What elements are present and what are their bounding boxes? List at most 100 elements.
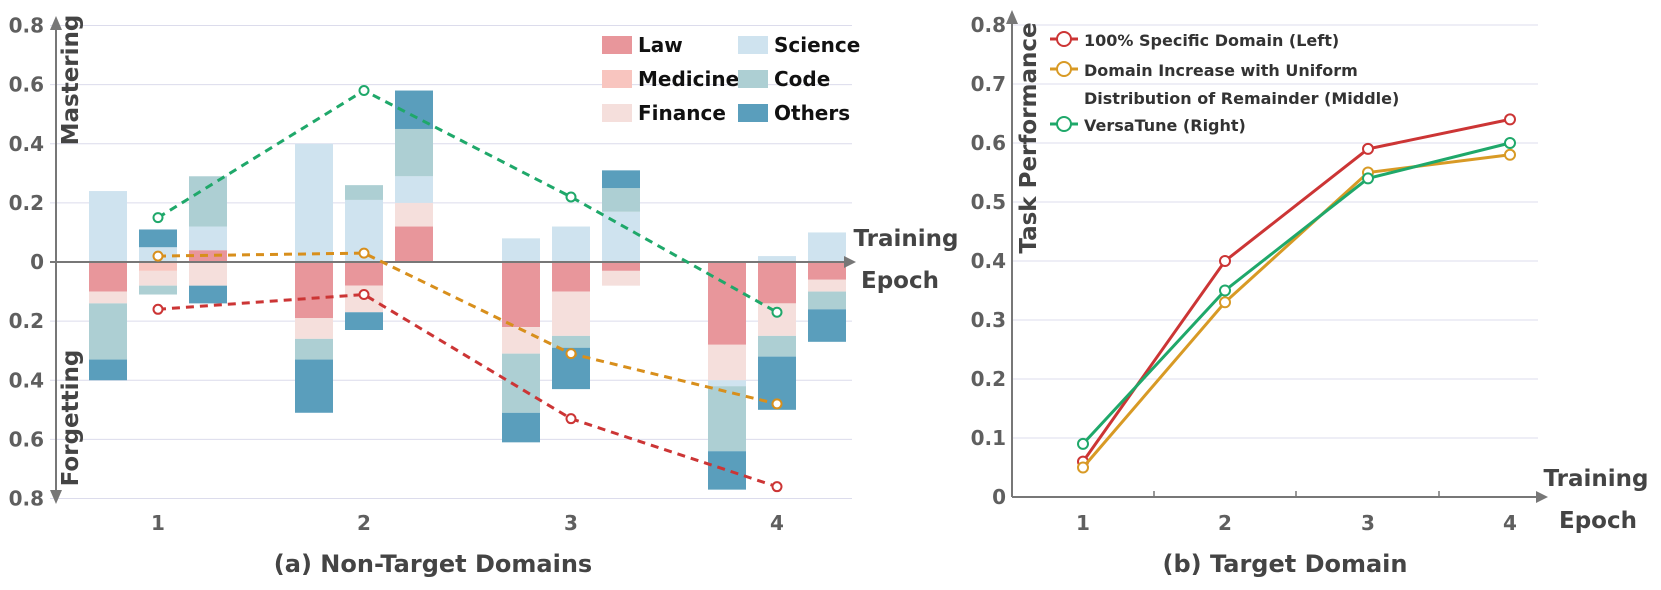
bar-segment-science-epoch-2-right [395,176,433,203]
bar-segment-law-epoch-2-right [395,226,433,262]
bar-segment-finance-epoch-4-left [708,344,746,381]
bar-segment-science-epoch-4-middle [758,256,796,262]
y-label-mastering: Mastering [58,15,84,146]
bar-segment-finance-epoch-3-left [502,327,540,354]
legend-swatch-code [738,70,768,88]
y-tick-label: 0 [992,485,1006,509]
y-tick-label: 0.6 [971,131,1006,155]
legend-label-others: Others [774,101,850,125]
bar-segment-others-epoch-1-right [189,285,227,304]
y-tick-label: 0.6 [9,73,44,97]
bar-segment-code-epoch-3-right [602,188,640,212]
trend-point-uniform-trend-epoch-2 [358,247,370,259]
bar-segment-science-epoch-3-left [502,238,540,262]
y-label-forgetting: Forgetting [58,350,84,487]
bar-segment-finance-epoch-3-middle [552,291,590,336]
series-line-versatune-right [1081,141,1511,445]
bar-segment-others-epoch-4-right [808,309,846,342]
bar-segment-finance-epoch-3-right [602,270,640,286]
bar-segment-law-epoch-4-right [808,262,846,280]
trend-line-forgetting-trend [157,292,778,489]
bar-segment-others-epoch-3-left [502,412,540,443]
y-tick-label: 0.4 [9,368,44,392]
bar-segment-code-epoch-4-left [708,386,746,452]
trend-point-mastering-trend-epoch-2 [358,85,370,97]
x-label-line-2: Epoch [1559,508,1637,534]
bar-segment-science-epoch-4-left [708,380,746,387]
bar-segment-finance-epoch-4-right [808,279,846,292]
series-point-versatune-right-epoch-4 [1504,137,1516,149]
bar-segment-finance-epoch-2-right [395,202,433,227]
y-tick-label: 0.5 [971,190,1006,214]
bar-segment-code-epoch-1-middle [139,285,177,295]
y-axis-arrow [1006,10,1018,24]
legend-marker-100-specific-domain-left [1056,31,1072,47]
chart-target-domain: 0 0.1 0.2 0.3 0.4 0.5 0.6 0.7 0.8 Task Performanc… [971,10,1649,578]
x-tick-label: 4 [770,511,784,535]
y-tick-label: 0.6 [9,427,44,451]
bar-segment-others-epoch-1-left [89,359,127,381]
bar-segment-finance-epoch-1-left [89,291,127,304]
series-point-domain-increase-with-uniform-distribution-of-remainder-middle-epoch-1 [1077,461,1089,474]
legend-label-domain-increase-with-uniform-distribution-of-remainder-middle: Domain Increase with Uniform [1084,61,1358,80]
x-tick-label: 3 [1361,511,1375,535]
y-tick-label: 0.4 [9,132,44,156]
bar-segment-finance-epoch-1-right [189,262,227,286]
bar-segment-science-epoch-3-middle [552,226,590,262]
legend-label-100-specific-domain-left: 100% Specific Domain (Left) [1084,31,1339,50]
series-point-versatune-right-epoch-2 [1219,284,1231,297]
series-point-domain-increase-with-uniform-distribution-of-remainder-middle-epoch-2 [1219,296,1231,309]
legend-swatch-medicine [602,70,632,88]
legend-label-medicine: Medicine [638,67,739,91]
trend-point-uniform-trend-epoch-4 [771,398,783,410]
bar-segment-law-epoch-1-left [89,262,127,292]
legend-label-domain-increase-with-uniform-distribution-of-remainder-middle-line-2: Distribution of Remainder (Middle) [1084,89,1399,108]
y-tick-label: 0.3 [971,308,1006,332]
y-tick-label: 0.2 [971,367,1006,391]
x-label-line-1: Training [853,226,958,252]
legend-swatch-others [738,104,768,122]
bar-segment-science-epoch-3-right [602,211,640,262]
series-point-domain-increase-with-uniform-distribution-of-remainder-middle-epoch-4 [1504,148,1516,161]
trend-line-uniform-trend [157,251,778,406]
bar-segment-science-epoch-2-left [295,143,333,262]
x-tick-label: 2 [1218,511,1232,535]
x-tick-label: 1 [151,511,165,535]
bar-segment-code-epoch-2-left [295,338,333,360]
legend-label-finance: Finance [638,101,726,125]
y-tick-label: 0.2 [9,309,44,333]
bar-segment-law-epoch-4-left [708,262,746,345]
bar-segment-law-epoch-4-middle [758,262,796,304]
bar-segment-science-epoch-1-left [89,191,127,262]
legend-label-code: Code [774,67,830,91]
series-point-100-specific-domain-left-epoch-2 [1219,255,1231,267]
x-label-line-2: Epoch [861,268,939,294]
bar-segment-others-epoch-2-left [295,359,333,413]
trend-point-forgetting-trend-epoch-2 [358,289,370,301]
series-line-100-specific-domain-left [1081,117,1511,463]
bar-segment-law-epoch-2-middle [345,262,383,286]
legend-label-science: Science [774,33,860,57]
x-tick-label: 4 [1503,511,1517,535]
legend-swatch-science [738,36,768,54]
series-point-versatune-right-epoch-1 [1077,437,1089,450]
series-point-versatune-right-epoch-3 [1362,172,1374,185]
bar-segment-code-epoch-3-middle [552,335,590,348]
x-axis-arrow [844,256,856,268]
y-tick-label: 0.8 [971,13,1006,37]
trend-point-forgetting-trend-epoch-3 [565,413,577,425]
legend-marker-versatune-right [1056,116,1072,132]
y-tick-label: 0.8 [9,14,44,38]
x-tick-label: 3 [564,511,578,535]
bar-segment-law-epoch-3-right [602,262,640,271]
bar-segment-law-epoch-3-left [502,262,540,328]
y-tick-label: 0.4 [971,249,1006,273]
bar-segment-code-epoch-2-middle [345,185,383,200]
bar-segment-code-epoch-4-middle [758,335,796,357]
bar-segment-medicine-epoch-1-middle [139,262,177,271]
series-point-100-specific-domain-left-epoch-4 [1504,113,1516,126]
x-axis-arrow [1536,491,1548,503]
y-tick-label: 0.7 [971,72,1006,96]
legend-swatch-law [602,36,632,54]
